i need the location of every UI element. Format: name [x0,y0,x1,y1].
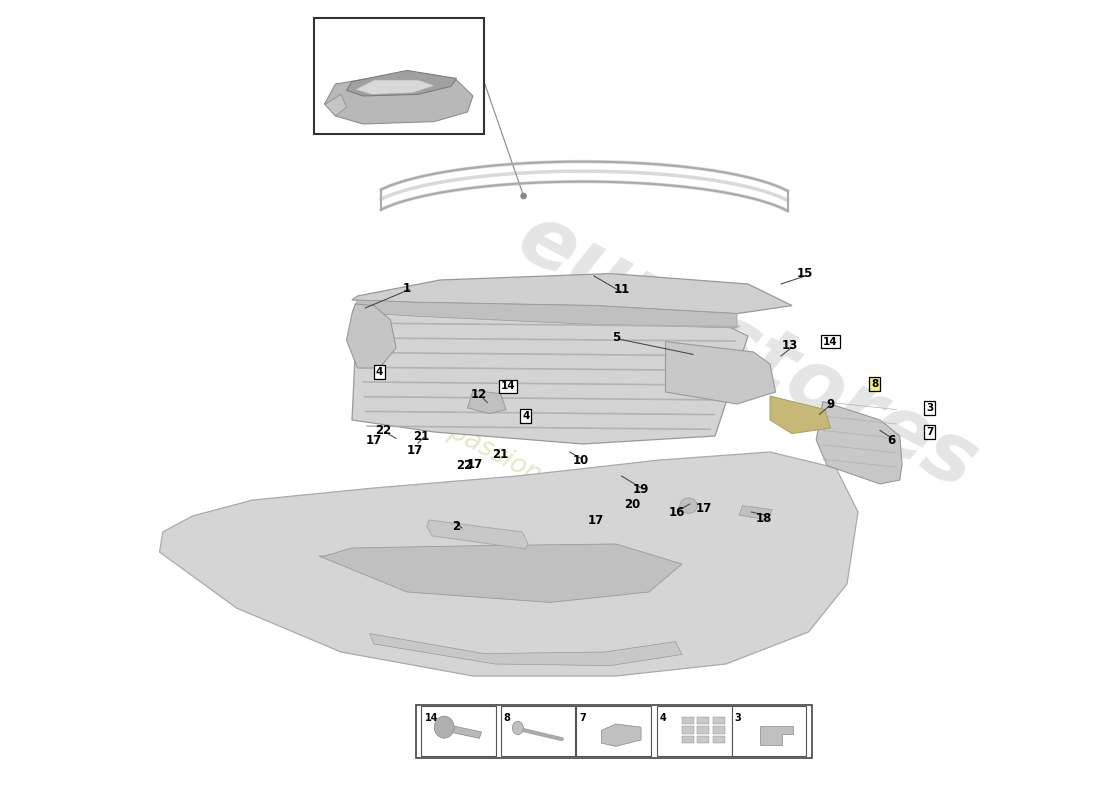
Text: 22: 22 [456,459,472,472]
Bar [314,18,484,134]
Polygon shape [666,342,776,404]
Polygon shape [160,452,858,676]
Polygon shape [468,390,506,414]
Text: 17: 17 [407,444,422,457]
Polygon shape [427,520,528,549]
Polygon shape [352,274,792,314]
Bar [713,736,725,743]
Polygon shape [760,726,793,745]
Text: 6: 6 [887,434,895,446]
Text: 17: 17 [696,502,712,514]
Ellipse shape [680,498,697,514]
Text: 18: 18 [756,512,771,525]
Text: 14: 14 [823,337,838,346]
Polygon shape [355,80,434,94]
Polygon shape [739,506,772,520]
Bar [500,706,575,756]
Bar [697,736,710,743]
Text: 3: 3 [926,403,933,413]
Bar [697,717,710,724]
Polygon shape [602,724,641,746]
Text: 7: 7 [926,427,933,437]
Polygon shape [442,724,482,738]
Text: 3: 3 [735,713,741,723]
Text: a passion for parts since 1985: a passion for parts since 1985 [424,407,786,617]
Text: 4: 4 [376,367,383,377]
Text: 20: 20 [625,498,640,510]
Text: 7: 7 [580,713,586,723]
Text: 17: 17 [366,434,382,446]
Text: 22: 22 [375,424,390,437]
Polygon shape [770,396,830,434]
Bar [416,705,812,758]
Text: 15: 15 [798,267,813,280]
Text: 16: 16 [669,506,684,518]
Bar [732,706,806,756]
Text: 2: 2 [452,520,461,533]
Ellipse shape [520,193,527,199]
Polygon shape [346,70,456,96]
Bar [576,706,651,756]
Text: 11: 11 [614,283,629,296]
Text: 17: 17 [468,458,483,470]
Polygon shape [352,300,737,328]
Text: 17: 17 [588,514,604,526]
Text: 10: 10 [573,454,588,467]
Text: 12: 12 [471,388,486,401]
Polygon shape [370,634,682,666]
Polygon shape [816,402,902,484]
Bar [682,736,694,743]
Polygon shape [319,544,682,602]
Text: 1: 1 [403,282,411,294]
Text: 21: 21 [414,430,429,442]
Text: 8: 8 [871,379,878,389]
Text: 14: 14 [500,382,516,391]
Bar [682,717,694,724]
Polygon shape [324,72,473,124]
Polygon shape [352,304,748,444]
Text: 14: 14 [425,713,438,723]
Text: 9: 9 [826,398,835,410]
Text: 13: 13 [782,339,797,352]
Text: 19: 19 [634,483,649,496]
Bar [682,726,694,734]
Bar [421,706,496,756]
Text: 8: 8 [504,713,510,723]
Bar [713,717,725,724]
Bar [697,726,710,734]
Text: 5: 5 [612,331,620,344]
Ellipse shape [434,716,454,738]
Bar [657,706,732,756]
Polygon shape [324,94,346,116]
Ellipse shape [513,722,524,734]
Text: 21: 21 [493,448,508,461]
Polygon shape [346,304,396,368]
Bar [713,726,725,734]
Text: 4: 4 [522,411,529,421]
Text: 4: 4 [660,713,667,723]
Text: eurostores: eurostores [505,197,991,507]
